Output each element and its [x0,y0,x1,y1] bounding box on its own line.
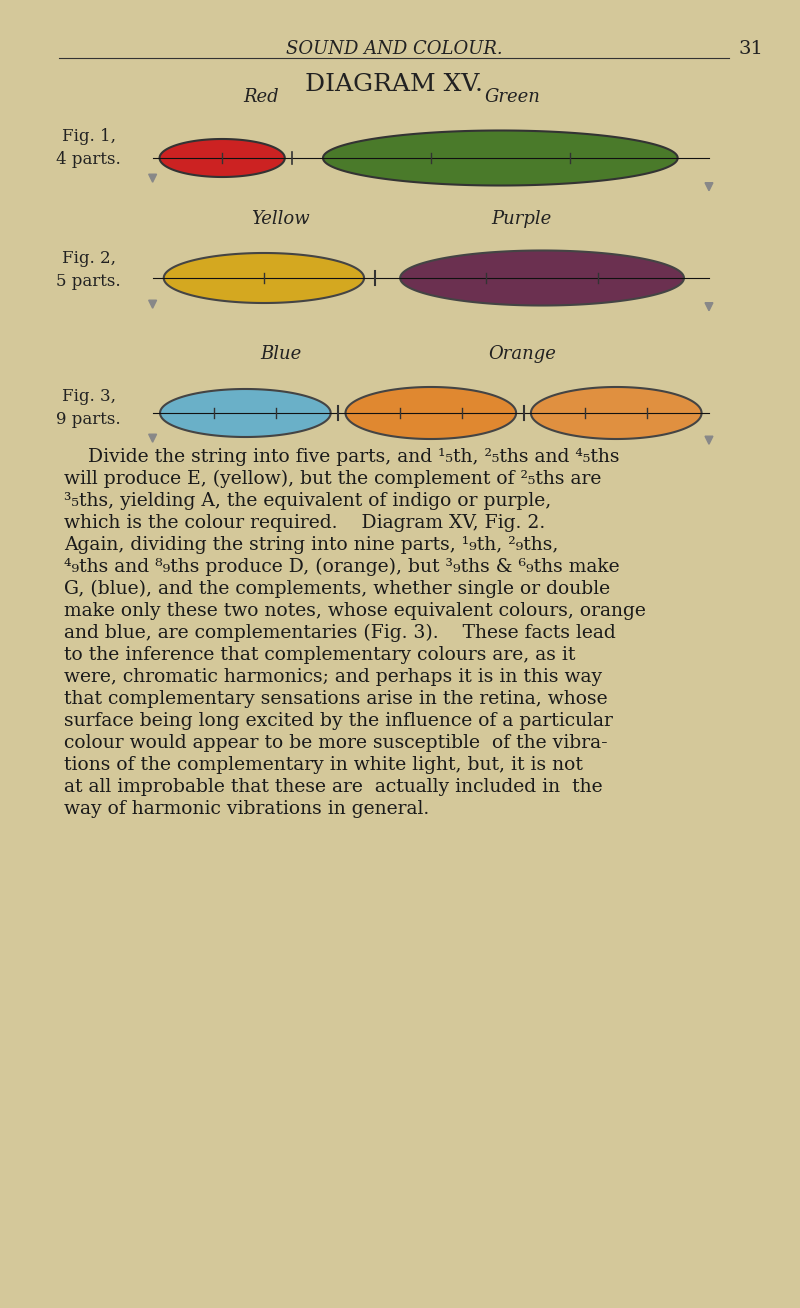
Text: Orange: Orange [488,345,556,364]
Text: way of harmonic vibrations in general.: way of harmonic vibrations in general. [64,800,430,818]
Text: at all improbable that these are  actually included in  the: at all improbable that these are actuall… [64,778,602,797]
Text: Again, dividing the string into nine parts, ¹₉th, ²₉ths,: Again, dividing the string into nine par… [64,536,558,555]
Text: and blue, are complementaries (Fig. 3).    These facts lead: and blue, are complementaries (Fig. 3). … [64,624,616,642]
Polygon shape [160,388,330,437]
Text: G, (blue), and the complements, whether single or double: G, (blue), and the complements, whether … [64,579,610,598]
Text: were, chromatic harmonics; and perhaps it is in this way: were, chromatic harmonics; and perhaps i… [64,668,602,685]
Text: will produce E, (yellow), but the complement of ²₅ths are: will produce E, (yellow), but the comple… [64,470,602,488]
Text: Green: Green [484,88,540,106]
Text: tions of the complementary in white light, but, it is not: tions of the complementary in white ligh… [64,756,583,774]
Text: SOUND AND COLOUR.: SOUND AND COLOUR. [286,41,502,58]
Polygon shape [531,387,702,439]
Text: Yellow: Yellow [251,211,310,228]
Text: to the inference that complementary colours are, as it: to the inference that complementary colo… [64,646,575,664]
Polygon shape [149,174,157,182]
Text: ⁴₉ths and ⁸₉ths produce D, (orange), but ³₉ths & ⁶₉ths make: ⁴₉ths and ⁸₉ths produce D, (orange), but… [64,559,620,577]
Polygon shape [705,302,713,311]
Text: DIAGRAM XV.: DIAGRAM XV. [305,73,483,95]
Polygon shape [164,252,364,303]
Text: Purple: Purple [492,211,552,228]
Text: Fig. 2,
5 parts.: Fig. 2, 5 parts. [56,250,121,289]
Text: which is the colour required.    Diagram XV, Fig. 2.: which is the colour required. Diagram XV… [64,514,546,532]
Polygon shape [149,434,157,442]
Polygon shape [159,139,285,177]
Text: that complementary sensations arise in the retina, whose: that complementary sensations arise in t… [64,691,608,708]
Text: ³₅ths, yielding A, the equivalent of indigo or purple,: ³₅ths, yielding A, the equivalent of ind… [64,492,551,510]
Text: Blue: Blue [260,345,302,364]
Text: 31: 31 [738,41,763,58]
Polygon shape [346,387,516,439]
Polygon shape [400,251,684,306]
Text: colour would appear to be more susceptible  of the vibra-: colour would appear to be more susceptib… [64,734,608,752]
Text: Fig. 3,
9 parts.: Fig. 3, 9 parts. [56,388,121,428]
Text: make only these two notes, whose equivalent colours, orange: make only these two notes, whose equival… [64,602,646,620]
Text: surface being long excited by the influence of a particular: surface being long excited by the influe… [64,712,613,730]
Text: Red: Red [243,88,278,106]
Polygon shape [323,131,678,186]
Polygon shape [149,301,157,309]
Text: Divide the string into five parts, and ¹₅th, ²₅ths and ⁴₅ths: Divide the string into five parts, and ¹… [64,449,619,466]
Text: Fig. 1,
4 parts.: Fig. 1, 4 parts. [56,128,121,167]
Polygon shape [705,183,713,191]
Polygon shape [705,436,713,445]
